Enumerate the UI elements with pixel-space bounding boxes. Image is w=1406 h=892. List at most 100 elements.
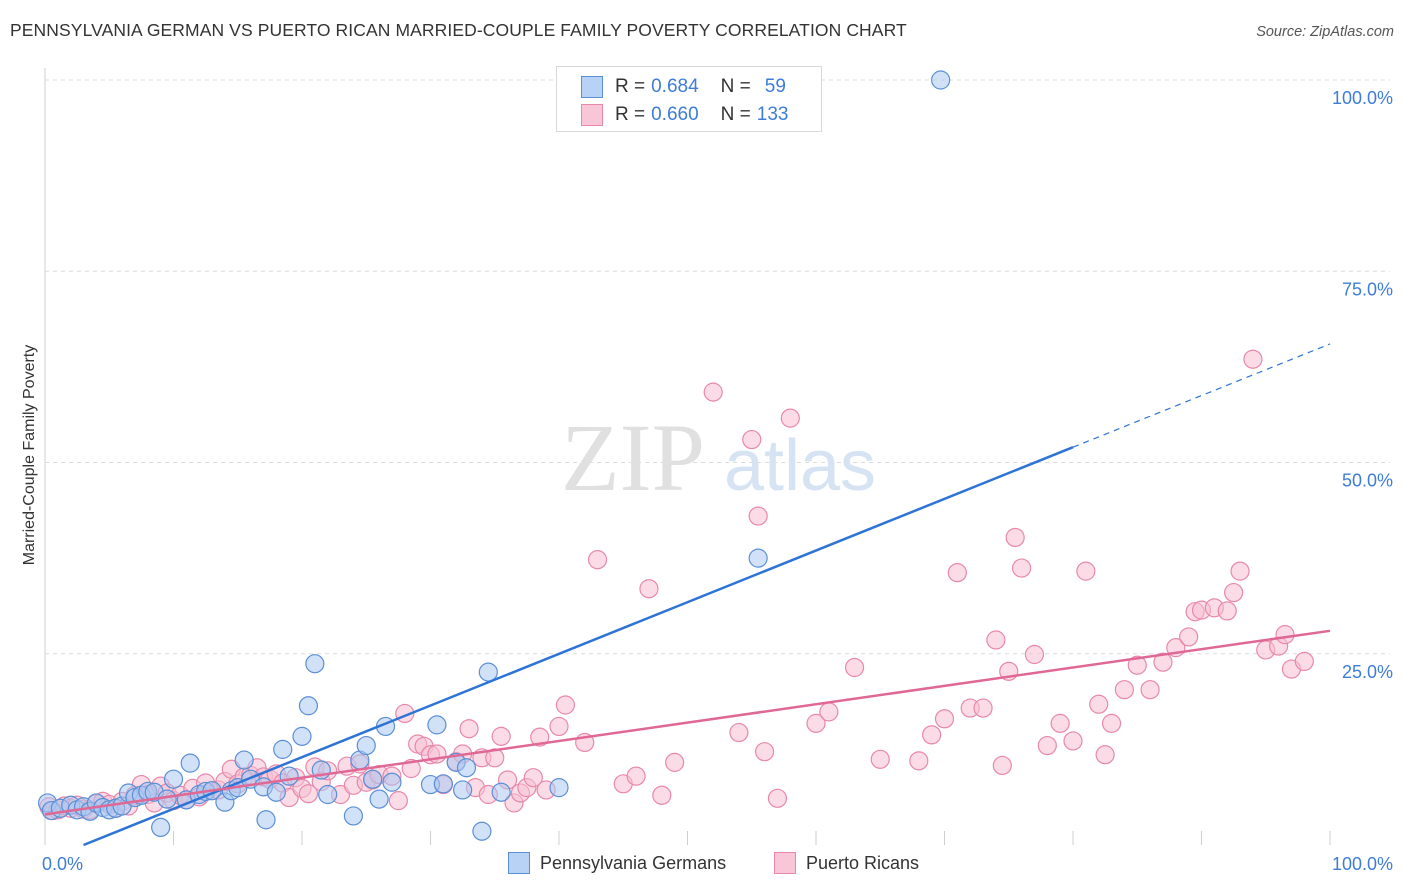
series-legend: Pennsylvania Germans Puerto Ricans: [0, 852, 1406, 878]
puerto-ricans-point: [1114, 680, 1135, 700]
puerto-ricans-point: [844, 657, 865, 678]
x-tick-label: 100.0%: [1332, 854, 1393, 874]
pennsylvania-germans-point: [382, 772, 402, 792]
puerto-ricans-point: [703, 382, 723, 402]
pennsylvania-germans-point: [151, 817, 171, 838]
puerto-ricans-point: [1089, 694, 1109, 714]
pennsylvania-germans-point: [363, 769, 383, 789]
puerto-ricans-point: [992, 755, 1012, 776]
puerto-ricans-point: [729, 722, 749, 743]
pennsylvania-germans-point: [180, 753, 200, 773]
y-tick-label: 75.0%: [1342, 279, 1393, 299]
chart-source: Source: ZipAtlas.com: [1256, 24, 1394, 40]
puerto-ricans-point: [870, 749, 890, 769]
blue-swatch: [581, 76, 603, 98]
puerto-ricans-point: [780, 408, 800, 428]
pennsylvania-germans-point: [453, 780, 473, 800]
grid-lines: [44, 68, 1390, 845]
puerto-ricans-point: [1294, 651, 1314, 672]
puerto-ricans-point: [626, 766, 646, 786]
puerto-ricans-point: [523, 768, 543, 788]
pennsylvania-germans-point: [318, 784, 338, 805]
x-tick-label: 0.0%: [42, 854, 83, 874]
puerto-ricans-point: [1011, 558, 1032, 578]
pennsylvania-germans-point: [256, 810, 276, 830]
puerto-ricans-point: [1095, 745, 1115, 765]
puerto-ricans-point: [587, 550, 608, 570]
puerto-ricans-point: [1179, 627, 1199, 647]
pennsylvania-germans-point: [456, 758, 477, 778]
puerto-ricans-point: [1127, 655, 1147, 675]
puerto-ricans-point: [1024, 644, 1045, 665]
pennsylvania-germans-point: [427, 715, 447, 735]
legend-n-value: 59: [764, 76, 786, 97]
blue-swatch: [508, 852, 530, 874]
puerto-ricans-point: [1063, 731, 1083, 751]
puerto-ricans-point: [767, 788, 788, 808]
puerto-ricans-point: [1275, 625, 1295, 645]
pennsylvania-germans-point: [273, 739, 293, 759]
trend-lines: [44, 343, 1331, 847]
puerto-ricans-point: [1243, 349, 1263, 369]
pennsylvania-germans-point: [305, 654, 325, 674]
pennsylvania-germans-point: [279, 766, 299, 786]
pink-swatch: [581, 104, 603, 126]
puerto-ricans-point: [1037, 735, 1057, 756]
watermark: ZIP atlas: [561, 404, 876, 511]
legend-label: Puerto Ricans: [806, 852, 920, 873]
legend-n-value: 133: [756, 104, 789, 125]
pennsylvania-germans-trend-extension: [1072, 343, 1331, 448]
puerto-ricans-point: [549, 716, 569, 737]
puerto-ricans-point: [742, 429, 762, 450]
y-tick-label: 25.0%: [1342, 662, 1393, 682]
puerto-ricans-point: [922, 725, 942, 745]
pennsylvania-germans-point: [472, 821, 492, 841]
puerto-ricans-point: [555, 695, 576, 715]
legend-r-label: R =: [615, 104, 646, 125]
pennsylvania-germans-point: [748, 548, 768, 568]
puerto-ricans-point: [459, 719, 479, 739]
legend-n-label: N =: [720, 104, 751, 125]
puerto-ricans-point: [485, 748, 505, 768]
pennsylvania-germans-point: [163, 769, 184, 789]
puerto-ricans-point: [491, 726, 511, 746]
puerto-ricans-point: [909, 751, 929, 771]
puerto-ricans-point: [388, 791, 408, 811]
y-tick-label: 100.0%: [1332, 88, 1393, 108]
pennsylvania-germans-point: [491, 782, 511, 802]
puerto-ricans-point: [1050, 713, 1070, 733]
puerto-ricans-point: [530, 727, 550, 747]
puerto-ricans-point: [1153, 652, 1173, 672]
chart-title: PENNSYLVANIA GERMAN VS PUERTO RICAN MARR…: [10, 20, 907, 40]
puerto-ricans-trend-line: [44, 629, 1331, 816]
watermark-zip: ZIP: [561, 404, 705, 511]
pennsylvania-germans-point: [343, 806, 363, 826]
puerto-ricans-point: [1076, 561, 1096, 581]
pennsylvania-germans-point: [298, 696, 319, 716]
tick-labels: 25.0% 50.0% 75.0% 100.0% 0.0% 100.0%: [42, 88, 1393, 874]
legend-row-pennsylvania-germans: R = 0.684 N = 59: [581, 73, 786, 101]
pennsylvania-germans-point: [234, 750, 254, 770]
pink-swatch: [774, 852, 796, 874]
puerto-ricans-point: [1101, 713, 1122, 733]
pennsylvania-germans-trend-line: [83, 446, 1074, 847]
puerto-ricans-point: [298, 784, 319, 804]
pennsylvania-germans-point: [266, 782, 286, 802]
puerto-ricans-point: [1005, 527, 1025, 548]
puerto-ricans-point: [973, 698, 993, 718]
puerto-ricans-point: [934, 709, 955, 729]
pennsylvania-germans-point: [369, 789, 389, 809]
puerto-ricans-point: [748, 506, 768, 526]
puerto-ricans-point: [1230, 561, 1250, 581]
pennsylvania-germans-point: [549, 778, 569, 798]
puerto-ricans-point: [639, 579, 659, 599]
puerto-ricans-point: [947, 563, 967, 583]
puerto-ricans-point: [1224, 582, 1244, 603]
legend-label: Pennsylvania Germans: [540, 852, 727, 873]
legend-item-pennsylvania-germans[interactable]: Pennsylvania Germans: [508, 852, 726, 874]
legend-n-label: N =: [720, 76, 751, 97]
legend-item-puerto-ricans[interactable]: Puerto Ricans: [774, 852, 919, 874]
puerto-ricans-point: [652, 785, 672, 805]
legend-row-puerto-ricans: R = 0.660 N = 133: [581, 101, 788, 129]
